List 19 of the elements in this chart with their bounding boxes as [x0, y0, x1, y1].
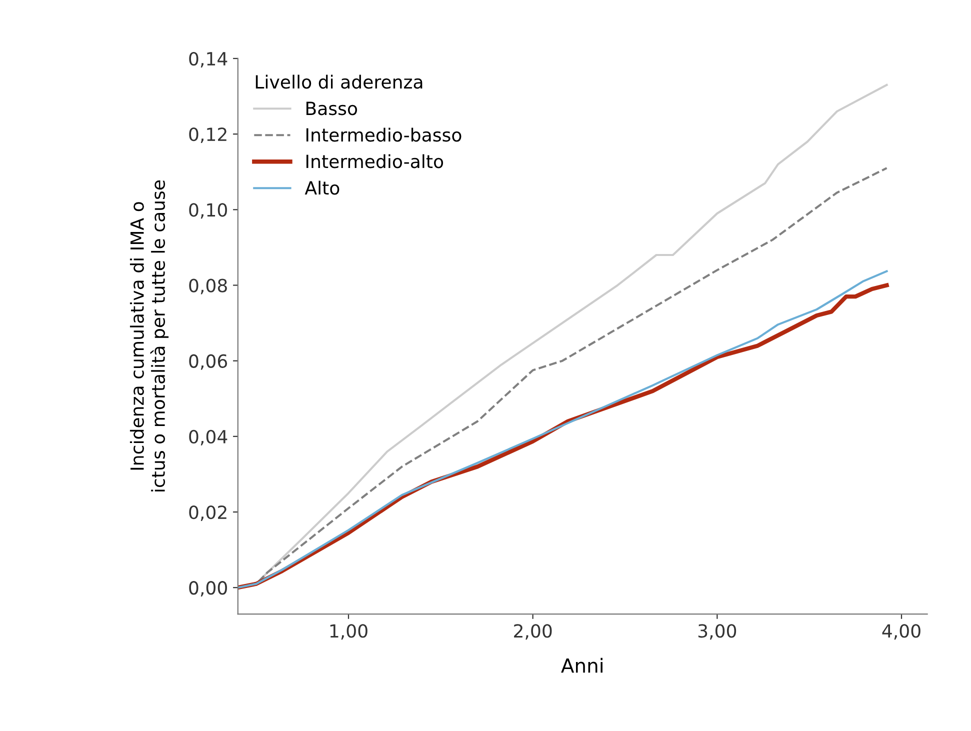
- y-tick-label: 0,14: [189, 52, 228, 68]
- x-tick-label: 3,00: [698, 624, 736, 640]
- y-tick-label: 0,10: [189, 203, 227, 219]
- y-tick-label: 0,04: [189, 430, 228, 446]
- x-tick-label: 4,00: [882, 624, 920, 640]
- y-tick-label: 0,02: [189, 505, 226, 521]
- x-axis-title: Anni: [561, 658, 602, 673]
- legend-label: Basso: [306, 102, 358, 116]
- x-tick-label: 1,00: [330, 624, 368, 640]
- y-tick-label: 0,00: [189, 581, 227, 597]
- y-axis-title: Incidenza cumulativa di IMA o ictus o mortalità per tutte le cause: [130, 180, 169, 492]
- legend-label: Intermedio-alto: [306, 154, 444, 168]
- legend-title: Livello di aderenza: [256, 74, 422, 89]
- legend-label: Intermedio-basso: [306, 128, 462, 142]
- y-tick-label: 0,12: [189, 128, 226, 144]
- y-tick-label: 0,08: [189, 278, 227, 294]
- legend-label: Alto: [304, 180, 340, 195]
- x-tick-label: 2,00: [514, 624, 552, 640]
- y-tick-label: 0,06: [189, 354, 228, 370]
